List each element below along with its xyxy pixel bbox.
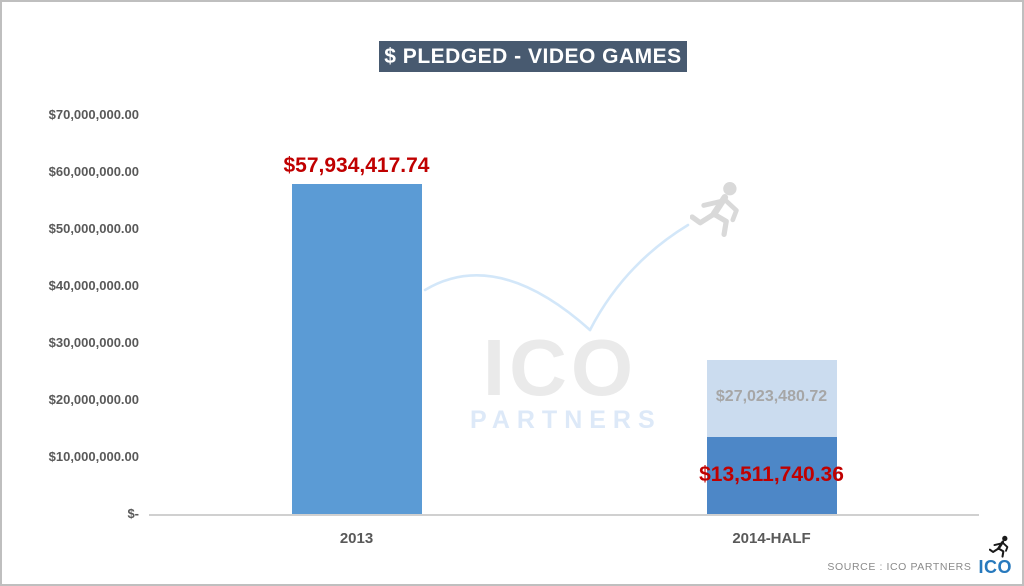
watermark-partners-text: PARTNERS (470, 406, 662, 434)
bar-data-label: $27,023,480.72 (715, 388, 828, 406)
y-tick-label: $60,000,000.00 (48, 164, 139, 179)
y-tick-label: $30,000,000.00 (48, 335, 139, 350)
y-tick-label: $10,000,000.00 (48, 449, 139, 464)
bar-segment-pledged-2013 (291, 183, 422, 514)
x-category-label: 2013 (339, 530, 374, 547)
chart-title: $ PLEDGED - VIDEO GAMES (379, 41, 687, 72)
y-tick-label: $50,000,000.00 (48, 221, 139, 236)
y-tick-label: $- (127, 506, 139, 521)
y-tick-label: $20,000,000.00 (48, 392, 139, 407)
footer: SOURCE : ICO PARTNERS ICO (827, 535, 1012, 576)
bar-data-label: $57,934,417.74 (283, 153, 430, 177)
y-tick-label: $40,000,000.00 (48, 278, 139, 293)
watermark-ico-text: ICO (482, 323, 638, 412)
bar-segment-pledged-2014-projected-remainder (706, 359, 837, 437)
bar-segment-pledged-2014-half-actual (706, 436, 837, 514)
logo-ico-text: ICO (978, 557, 1012, 577)
logo-runner-icon (989, 535, 1009, 558)
bar-data-label: $13,511,740.36 (699, 463, 844, 487)
y-tick-label: $70,000,000.00 (48, 107, 139, 122)
source-caption: SOURCE : ICO PARTNERS (827, 561, 972, 573)
watermark-runner-icon (692, 182, 736, 234)
ico-partners-logo: ICO (978, 535, 1012, 576)
watermark-bounce-arc (423, 172, 762, 332)
x-axis-line (149, 514, 979, 516)
x-category-label: 2014-HALF (732, 530, 811, 547)
